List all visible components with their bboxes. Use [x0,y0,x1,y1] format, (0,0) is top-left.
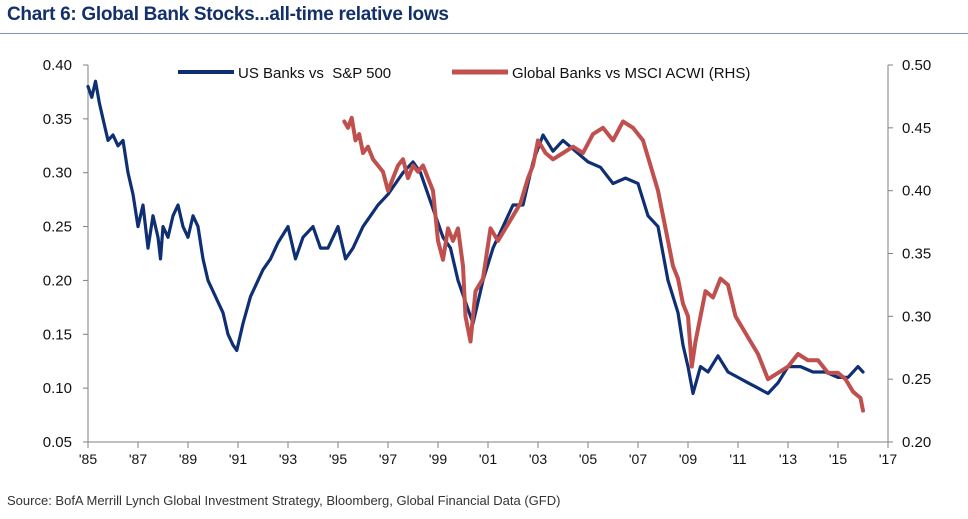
x-tick-label: '17 [879,451,897,467]
x-tick-label: '89 [179,451,197,467]
left-y-tick-label: 0.15 [43,326,72,343]
left-y-tick-label: 0.40 [43,57,72,74]
x-tick-label: '13 [779,451,797,467]
x-tick-label: '97 [379,451,397,467]
tick-group: '85 '87 '89 '91 '93 '95 '97 '99 '01 '03 '05 '07 '09 '… [43,57,931,467]
left-y-tick-label: 0.05 [43,434,72,451]
x-tick-label: '09 [679,451,697,467]
series-line-global-banks [342,115,865,413]
right-y-tick-label: 0.45 [902,120,931,137]
x-tick-label: '93 [279,451,297,467]
left-y-tick-label: 0.30 [43,165,72,182]
x-tick-label: '01 [479,451,497,467]
x-tick-label: '99 [429,451,447,467]
right-y-tick-label: 0.35 [902,246,931,263]
left-y-tick-label: 0.35 [43,111,72,128]
right-y-tick-label: 0.20 [902,434,931,451]
x-tick-label: '85 [79,451,97,467]
x-tick-label: '15 [829,451,847,467]
legend-label-global-banks: Global Banks vs MSCI ACWI (RHS) [512,65,750,82]
chart-legend: US Banks vs S&P 500 Global Banks vs MSCI… [178,65,750,82]
title-divider [0,33,968,34]
x-tick-label: '03 [529,451,547,467]
right-y-tick-label: 0.30 [902,308,931,325]
right-y-tick-label: 0.50 [902,57,931,74]
source-note: Source: BofA Merrill Lynch Global Invest… [7,493,561,508]
left-y-tick-label: 0.20 [43,272,72,289]
x-tick-label: '91 [229,451,247,467]
x-tick-label: '05 [579,451,597,467]
x-tick-label: '95 [329,451,347,467]
right-y-tick-label: 0.25 [902,371,931,388]
chart-title: Chart 6: Global Bank Stocks...all-time r… [7,4,449,25]
line-chart: '85 '87 '89 '91 '93 '95 '97 '99 '01 '03 '05 '07 '09 '… [43,57,931,467]
legend-label-us-banks: US Banks vs S&P 500 [238,65,391,82]
series-lines [86,79,865,413]
x-tick-label: '87 [129,451,147,467]
left-y-tick-label: 0.25 [43,219,72,236]
x-tick-label: '07 [629,451,647,467]
right-y-tick-label: 0.40 [902,183,931,200]
series-line-us-banks [86,79,865,396]
left-y-tick-label: 0.10 [43,380,72,397]
x-tick-label: '11 [729,451,746,467]
